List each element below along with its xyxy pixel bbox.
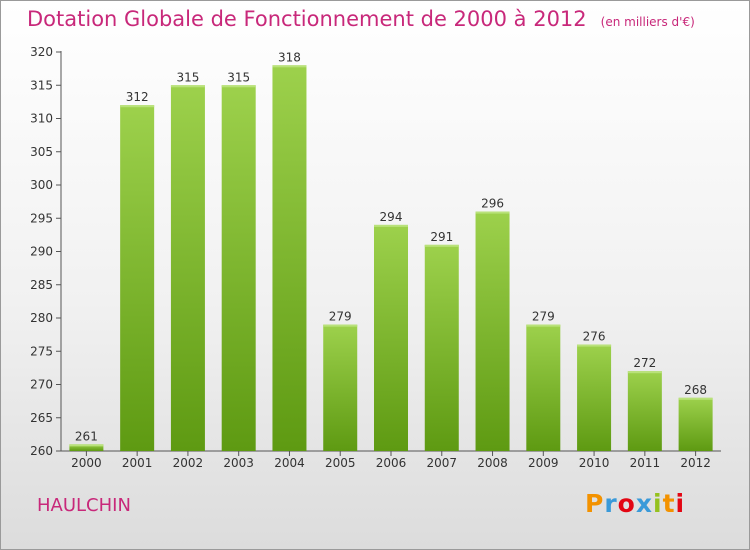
bar — [678, 397, 713, 451]
bar — [170, 85, 205, 451]
bar-highlight — [272, 65, 307, 68]
x-tick-label: 2010 — [579, 456, 610, 470]
bar-value-label: 261 — [75, 429, 98, 443]
y-tick-label: 285 — [30, 278, 53, 292]
x-tick-label: 2007 — [426, 456, 457, 470]
bar-value-label: 279 — [532, 310, 555, 324]
x-tick-label: 2000 — [71, 456, 102, 470]
bar — [526, 324, 561, 451]
x-tick-label: 2001 — [122, 456, 153, 470]
bar-value-label: 294 — [380, 210, 403, 224]
bar-value-label: 279 — [329, 310, 352, 324]
y-tick-label: 315 — [30, 78, 53, 92]
x-tick-label: 2004 — [274, 456, 305, 470]
bar — [323, 324, 358, 451]
bar-value-label: 296 — [481, 197, 504, 211]
bar-highlight — [678, 397, 713, 400]
unit-label: (en milliers d'€) — [600, 15, 695, 29]
x-tick-label: 2002 — [173, 456, 204, 470]
bar-value-label: 291 — [430, 230, 453, 244]
bar-value-label: 312 — [126, 90, 149, 104]
bar-highlight — [374, 224, 408, 227]
bar-value-label: 272 — [633, 356, 656, 370]
bar-highlight — [627, 371, 662, 374]
y-tick-label: 305 — [30, 145, 53, 159]
x-tick-label: 2009 — [528, 456, 559, 470]
title-text: Dotation Globale de Fonctionnement de 20… — [27, 7, 587, 31]
y-tick-label: 310 — [30, 112, 53, 126]
commune-name: HAULCHIN — [37, 495, 131, 516]
bar-value-label: 315 — [227, 70, 250, 84]
bar-value-label: 315 — [176, 70, 199, 84]
y-tick-label: 290 — [30, 245, 53, 259]
bar-highlight — [475, 211, 510, 214]
chart-title: Dotation Globale de Fonctionnement de 20… — [27, 7, 695, 31]
x-tick-label: 2011 — [630, 456, 661, 470]
proxiti-logo: Proxiti — [585, 489, 686, 518]
bar — [272, 65, 307, 452]
bar-highlight — [120, 105, 155, 108]
y-tick-label: 265 — [30, 411, 53, 425]
bar — [69, 444, 104, 451]
y-tick-label: 320 — [30, 45, 53, 59]
bar-highlight — [577, 344, 612, 347]
bar-highlight — [424, 244, 459, 247]
bar-value-label: 318 — [278, 50, 301, 64]
bar-highlight — [323, 324, 358, 327]
bar-highlight — [170, 85, 205, 88]
y-tick-label: 270 — [30, 378, 53, 392]
y-tick-label: 275 — [30, 344, 53, 358]
bar-highlight — [221, 85, 256, 88]
x-tick-label: 2005 — [325, 456, 356, 470]
bar — [577, 344, 612, 451]
x-tick-label: 2008 — [477, 456, 508, 470]
bar — [120, 105, 155, 451]
y-tick-label: 260 — [30, 444, 53, 458]
y-tick-label: 300 — [30, 178, 53, 192]
bar — [374, 224, 408, 451]
x-tick-label: 2012 — [680, 456, 711, 470]
bar — [475, 211, 510, 451]
bar — [424, 244, 459, 451]
x-tick-label: 2003 — [223, 456, 254, 470]
x-tick-label: 2006 — [376, 456, 407, 470]
bar-value-label: 268 — [684, 383, 707, 397]
bar-highlight — [526, 324, 561, 327]
bar-value-label: 276 — [583, 330, 606, 344]
bar — [627, 371, 662, 451]
y-tick-label: 280 — [30, 311, 53, 325]
bar-highlight — [69, 444, 104, 447]
y-tick-label: 295 — [30, 211, 53, 225]
bar — [221, 85, 256, 451]
